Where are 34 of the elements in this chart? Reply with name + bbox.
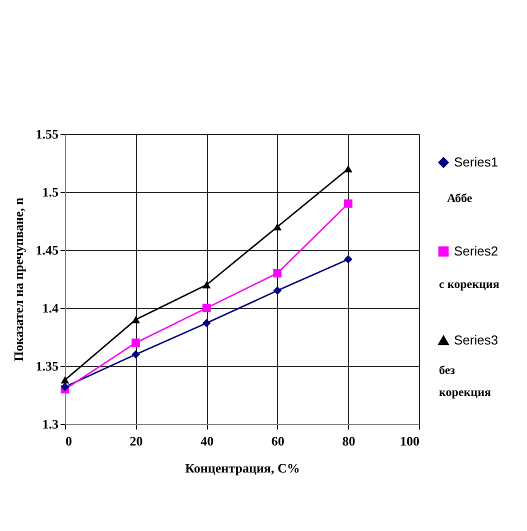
y-tick-label: 1.3 (42, 416, 59, 432)
point (344, 255, 352, 264)
point (60, 376, 70, 384)
point (273, 269, 282, 278)
y-axis-title: Показател на пречупване, n (10, 196, 26, 362)
point (202, 281, 211, 288)
point (273, 286, 282, 295)
legend-label: Series2 (454, 244, 498, 258)
point (273, 223, 282, 230)
point (344, 165, 352, 172)
x-tick-label: 60 (271, 434, 284, 448)
y-tick-label: 1.5 (42, 184, 59, 200)
legend-label: Series1 (454, 154, 498, 170)
point (132, 338, 140, 347)
legend-label: Series3 (454, 332, 498, 348)
y-tick-label: 1.45 (36, 242, 59, 258)
point (132, 316, 140, 324)
y-tick-label: 1.4 (42, 300, 59, 316)
y-tick-label: 1.35 (36, 358, 59, 374)
y-tick-label: 1.55 (36, 126, 59, 142)
x-tick-label: 0 (66, 434, 72, 448)
text: Аббе (447, 191, 473, 205)
x-tick-label: 100 (400, 434, 420, 448)
point (202, 304, 211, 312)
x-tick-label: 80 (342, 434, 356, 448)
point (344, 199, 352, 208)
point (60, 382, 70, 392)
x-axis-title: Концентрация, С% (185, 460, 300, 476)
point (132, 350, 140, 359)
text: с корекция (439, 277, 500, 291)
text: без корекция (439, 363, 492, 399)
x-tick-label: 20 (130, 434, 143, 448)
point (202, 318, 211, 328)
x-tick-label: 40 (200, 434, 214, 448)
